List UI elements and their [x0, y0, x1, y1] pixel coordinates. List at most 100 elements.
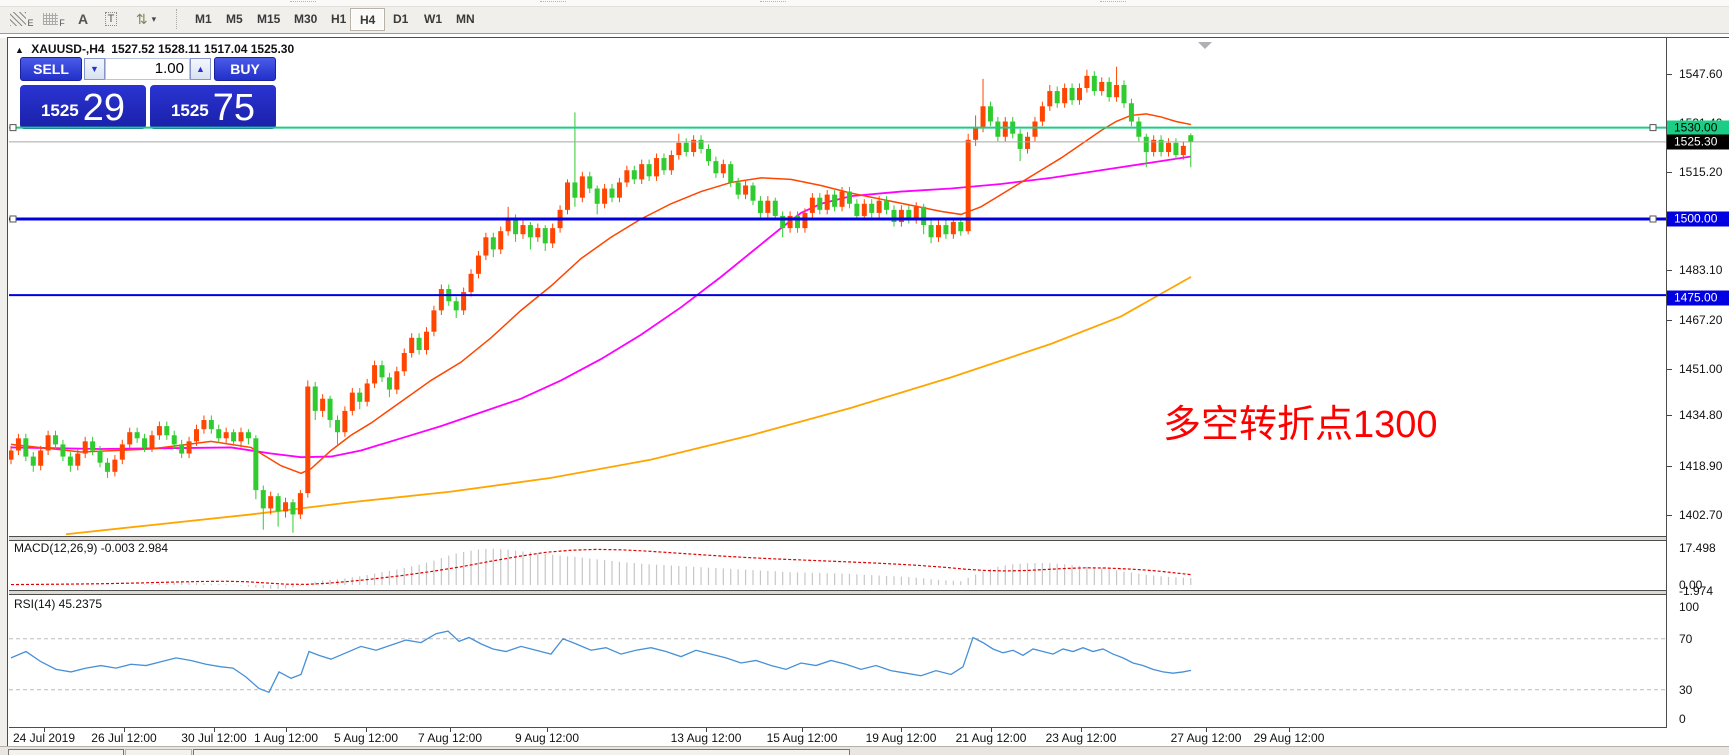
timeframe-d1[interactable]: D1	[393, 11, 409, 26]
time-axis[interactable]: 24 Jul 2019 26 Jul 12:00 30 Jul 12:00 1 Aug…	[9, 728, 1729, 747]
timeframe-m15[interactable]: M15	[257, 11, 281, 26]
chart-tab-bar	[0, 746, 1729, 755]
price-tick-label: 1434.80	[1679, 408, 1723, 422]
sell-price-display[interactable]: 1525 29	[20, 85, 146, 129]
macd-label: MACD(12,26,9) -0.003 2.984	[14, 541, 169, 555]
price-tick-mark	[1667, 415, 1672, 416]
date-label: 30 Jul 12:00	[181, 731, 247, 745]
macd-axis-label: 0.00	[1679, 577, 1703, 592]
date-tick-mark	[44, 728, 45, 732]
rsi-axis-label: 30	[1679, 683, 1693, 697]
chart-tab[interactable]	[8, 749, 124, 755]
date-label: 7 Aug 12:00	[417, 731, 483, 745]
symbol-collapse-icon[interactable]: ▲	[15, 45, 24, 55]
arrows-dropdown-icon[interactable]: ⇅ ▾	[135, 10, 157, 27]
grid-f-icon[interactable]: F	[40, 8, 68, 30]
price-tick-mark	[1667, 320, 1672, 321]
price-tick-mark	[1667, 172, 1672, 173]
price-tick-label: 1467.20	[1679, 313, 1723, 327]
timeframe-m30[interactable]: M30	[294, 11, 318, 26]
toolbar-grip	[290, 1, 316, 5]
date-label: 15 Aug 12:00	[766, 731, 838, 745]
rsi-axis-label: 70	[1679, 632, 1693, 646]
price-tick-label: 1483.10	[1679, 263, 1723, 277]
price-tick-mark	[1667, 74, 1672, 75]
timeframe-m5[interactable]: M5	[226, 11, 243, 26]
date-tick-mark	[547, 728, 548, 732]
date-tick-mark	[450, 728, 451, 732]
sell-button[interactable]: SELL	[20, 57, 82, 81]
toolbar-grip	[760, 1, 786, 5]
pencil-e-icon-glyph	[10, 12, 27, 26]
panel-separator[interactable]	[9, 590, 1666, 595]
rsi-axis-label: 0	[1679, 712, 1686, 726]
date-label: 27 Aug 12:00	[1170, 731, 1242, 745]
volume-up-button[interactable]: ▲	[190, 58, 211, 80]
price-axis[interactable]: 1547.601531.401515.201483.101467.201451.…	[1667, 38, 1729, 747]
price-line-label: 1475.00	[1667, 290, 1729, 306]
grid-f-icon-glyph	[43, 13, 59, 25]
volume-input[interactable]: 1.00	[105, 58, 190, 80]
date-tick-mark	[1081, 728, 1082, 732]
date-tick-mark	[366, 728, 367, 732]
price-tick-mark	[1667, 515, 1672, 516]
volume-down-button[interactable]: ▼	[84, 58, 105, 80]
date-label: 9 Aug 12:00	[514, 731, 580, 745]
date-tick-mark	[991, 728, 992, 732]
rsi-panel-canvas[interactable]	[9, 597, 1666, 728]
macd-axis-label: -1.974	[1679, 583, 1714, 598]
toolbar-separator	[176, 9, 180, 29]
date-tick-mark	[802, 728, 803, 732]
macd-panel-canvas[interactable]	[9, 540, 1666, 591]
price-tick-label: 1418.90	[1679, 459, 1723, 473]
date-tick-mark	[286, 728, 287, 732]
window-edge	[0, 33, 1729, 38]
chart-annotation-text[interactable]: 多空转折点1300	[1163, 404, 1438, 446]
price-line-label: 1530.00	[1667, 120, 1729, 136]
price-tick-label: 1547.60	[1679, 67, 1723, 81]
date-label: 1 Aug 12:00	[253, 731, 319, 745]
date-label: 24 Jul 2019	[12, 731, 76, 745]
price-tick-label: 1402.70	[1679, 508, 1723, 522]
one-click-trade-panel: SELL ▼ 1.00 ▲ BUY 1525 29 1525 75	[12, 57, 276, 132]
date-tick-mark	[901, 728, 902, 732]
symbol-name: XAUUSD-,H4	[31, 42, 105, 56]
date-label: 21 Aug 12:00	[955, 731, 1027, 745]
price-line-label: 1525.30	[1667, 134, 1729, 150]
rsi-label: RSI(14) 45.2375	[14, 597, 103, 611]
timeframe-w1[interactable]: W1	[424, 11, 442, 26]
pencil-e-icon[interactable]: E	[8, 8, 36, 30]
date-label: 5 Aug 12:00	[333, 731, 399, 745]
timeframe-h1[interactable]: H1	[331, 11, 347, 26]
chart-tab[interactable]	[125, 749, 192, 755]
buy-price-display[interactable]: 1525 75	[150, 85, 276, 129]
timeframe-h4[interactable]: H4	[350, 8, 386, 31]
chart-window: ▲ XAUUSD-,H4 1527.52 1528.11 1517.04 152…	[7, 37, 1729, 755]
text-box-icon[interactable]: T	[98, 8, 124, 30]
date-tick-mark	[1289, 728, 1290, 732]
timeframe-mn[interactable]: MN	[456, 11, 475, 26]
text-label-icon[interactable]: A	[77, 11, 89, 27]
toolbar: E F A T ⇅ ▾ M1 M5 M15 M30 H1 H4 D1 W1 MN	[0, 0, 1729, 33]
date-tick-mark	[1206, 728, 1207, 732]
date-label: 23 Aug 12:00	[1045, 731, 1117, 745]
date-label: 19 Aug 12:00	[865, 731, 937, 745]
price-axis-border	[1666, 38, 1667, 747]
price-tick-label: 1515.20	[1679, 165, 1723, 179]
date-label: 26 Jul 12:00	[91, 731, 157, 745]
date-tick-mark	[124, 728, 125, 732]
timeframe-m1[interactable]: M1	[195, 11, 212, 26]
macd-axis-label: 17.498	[1679, 541, 1716, 555]
rsi-axis-label: 100	[1679, 600, 1700, 614]
price-tick-mark	[1667, 466, 1672, 467]
panel-separator[interactable]	[9, 536, 1666, 541]
date-tick-mark	[706, 728, 707, 732]
toolbar-top-strip	[0, 0, 1729, 7]
price-tick-mark	[1667, 270, 1672, 271]
buy-button[interactable]: BUY	[214, 57, 276, 81]
toolbar-grip	[1100, 1, 1126, 5]
price-tick-label: 1451.00	[1679, 362, 1723, 376]
chart-tab[interactable]	[193, 749, 850, 755]
date-tick-mark	[214, 728, 215, 732]
